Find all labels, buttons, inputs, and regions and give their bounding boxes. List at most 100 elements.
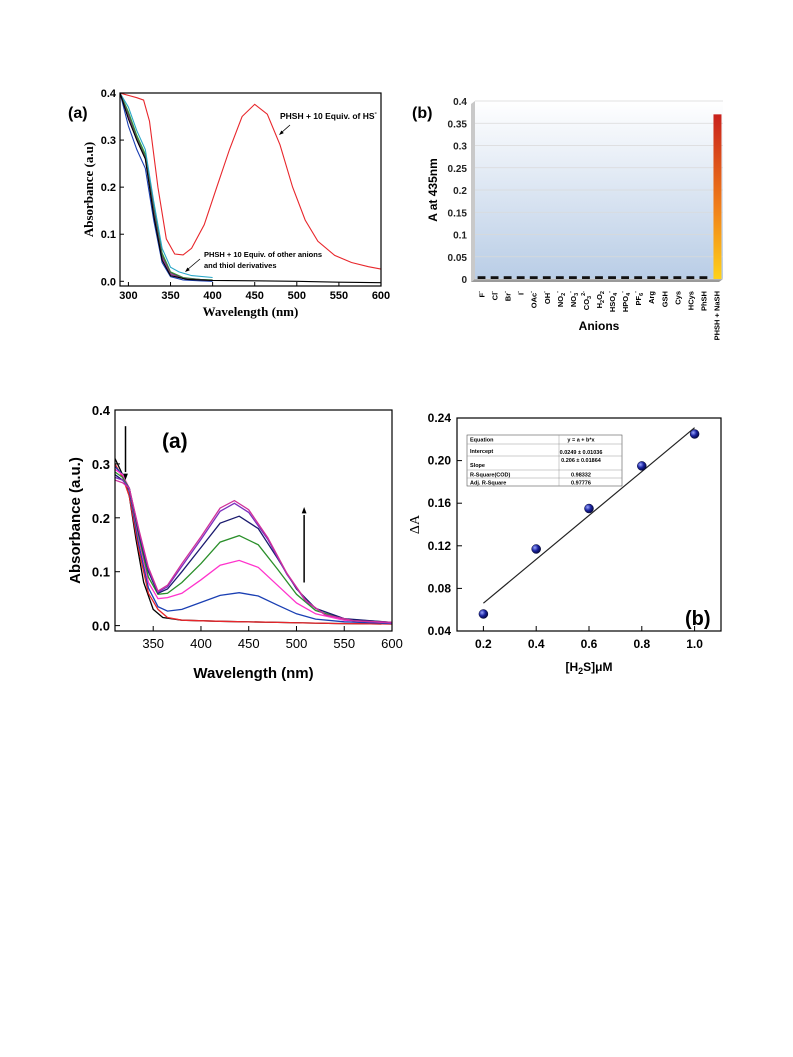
category-sub: 4 [613,292,619,296]
category-label: I- [516,291,526,295]
category-text: Cys [673,291,682,305]
category-sub: 3 [587,296,593,299]
bar-17 [686,276,695,279]
annotation-arrow-line-2 [186,258,201,271]
y-tick-label: 0.05 [448,253,468,264]
category-text: HCys [686,291,695,310]
category-label: PhSH [699,291,708,311]
plot-frame [119,92,382,287]
y-tick-label: 0.1 [453,231,467,242]
stats-value: 0.0249 ± 0.01036 [560,450,603,456]
plot-frame [114,409,393,632]
category-sup: 2- [581,291,587,296]
category-text: PF [634,295,643,305]
x-tick-label: 0.4 [528,637,545,651]
y-tick-label: 0.15 [448,208,468,219]
bar-14 [647,276,656,279]
bar-5 [529,276,538,279]
y-tick-label: 0.35 [448,119,468,130]
x-tick-label: 350 [142,636,164,651]
category-text: Cl [491,293,500,301]
x-axis-label: Wavelength (nm) [203,304,299,319]
x-axis-label: Anions [579,319,620,333]
titration-line-4 [115,468,392,624]
titration-line-2 [115,463,392,625]
category-label: PHSH + NaSH [712,291,721,340]
bar-13 [634,276,643,279]
x-tick-label: 450 [246,290,264,302]
category-label: Br- [503,291,513,301]
x-tick-label: 500 [286,636,308,651]
data-point-1 [478,609,489,619]
y-tick-label: 0.3 [92,457,110,472]
category-label: OH- [542,291,552,304]
bar-11 [608,276,616,279]
category-sup: - [620,291,626,293]
x-axis-label: [H2S]μM [565,660,612,676]
category-label: OAc- [529,291,539,308]
x-tick-label: 500 [288,290,306,302]
y-axis-label: Absorbance (a.u.) [67,457,84,584]
bar-15 [660,276,669,279]
floor-3d [471,279,723,282]
stats-label: Intercept [470,449,493,455]
y-tick-label: 0.2 [101,182,116,194]
category-label: NO3- [568,291,580,307]
y-tick-label: 0.08 [428,581,452,595]
category-sup: - [490,291,496,293]
annotation-text: PHSH + 10 Equiv. of HS [280,111,375,121]
category-sup: - [503,291,509,293]
category-text: H [595,303,604,308]
category-label: Arg [647,291,656,304]
category-sup: - [555,291,561,293]
stats-label: Slope [470,463,485,469]
category-sup: - [529,291,535,293]
titration-line-5 [115,471,392,624]
data-point-5 [689,429,700,439]
category-label: H2O2 [595,291,606,308]
spectrum-line-7 [120,93,381,284]
category-text: OH [543,293,552,304]
category-sup: - [607,291,613,293]
trend-arrowhead-1 [123,473,128,481]
panel-label: (a) [162,430,188,453]
category-text: OAc [530,293,539,308]
category-text: NO [556,296,565,307]
x-tick-label: 350 [161,290,179,302]
calibration-chart: 0.2 0.4 0.6 0.8 1.0 0.04 0.08 0.12 0.16 0.20 0.24 E… [408,411,722,676]
x-axis-label-sub: 2 [578,666,583,676]
spectrum-line-6 [120,93,213,281]
y-axis-label: ΔA [408,514,423,534]
category-text: F [478,292,487,297]
y-tick-label: 0.25 [448,164,468,175]
annotation-arrow-line [280,124,291,134]
series-group [115,458,392,625]
series-group [120,93,381,284]
y-tick-label: 0.0 [101,276,116,288]
x-tick-label: 400 [190,636,212,651]
category-label: HPO4- [620,291,632,312]
x-tick-label: 0.8 [633,637,650,651]
x-tick-label: 400 [203,290,221,302]
titration-line-1 [115,458,392,625]
category-sup: - [542,291,548,293]
fit-line [483,427,695,604]
panel-label: (b) [412,105,432,122]
fit-stats-table: Equation y = a + b*x Intercept 0.0249 ± 0.0… [466,434,623,487]
y-tick-label: 0.16 [428,496,452,510]
category-text: I [517,293,526,295]
bar-16 [673,276,682,279]
titration-line-3 [115,466,392,625]
titration-line-6 [115,474,392,624]
y-tick-label: 0.04 [428,624,452,638]
category-label: NO2- [555,291,567,307]
bar-18 [699,276,708,279]
annotation-others-2: and thiol derivatives [204,261,277,270]
category-text: HSO [608,296,617,312]
data-point-3 [584,503,594,514]
bar-2 [490,276,499,279]
spectrum-line-1 [120,93,381,270]
y-tick-label: 0.4 [92,403,111,418]
category-label: F- [477,291,487,298]
